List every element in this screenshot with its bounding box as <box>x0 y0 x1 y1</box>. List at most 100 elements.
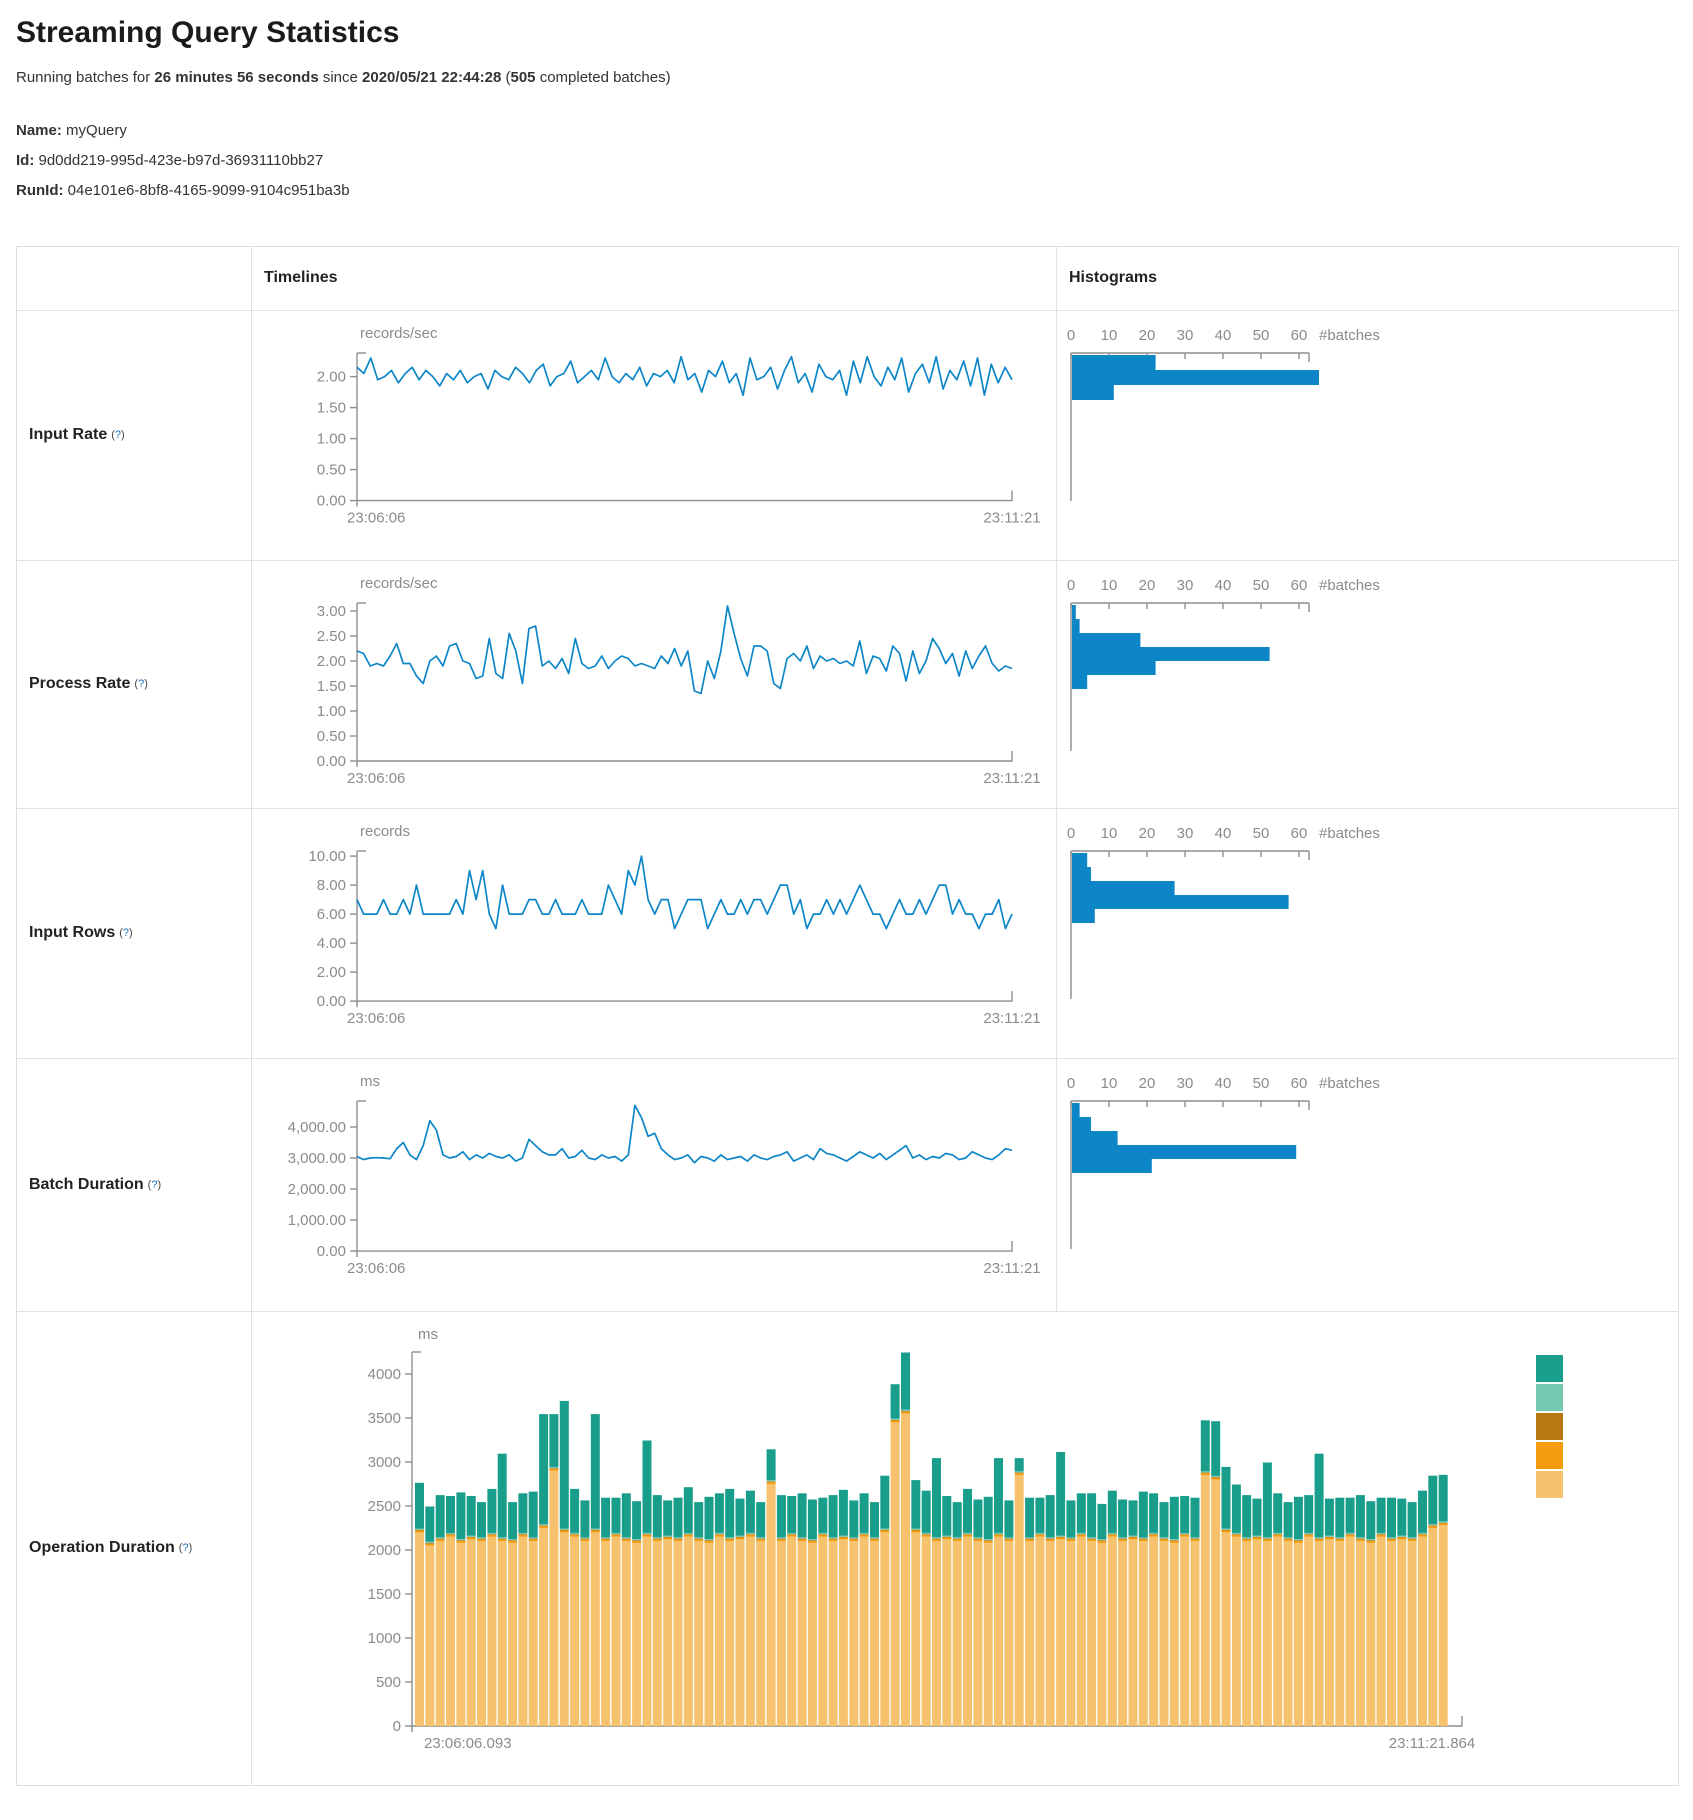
legend-swatch-green <box>1536 1354 1563 1382</box>
svg-text:23:11:21.864: 23:11:21.864 <box>1389 1735 1475 1752</box>
svg-text:23:11:21: 23:11:21 <box>983 1260 1040 1277</box>
row-label-input-rows: Input Rows (?) <box>17 807 251 1058</box>
legend-swatch-dark_orange <box>1536 1412 1563 1440</box>
svg-text:0: 0 <box>1067 1075 1075 1092</box>
running-batches-summary: Running batches for 26 minutes 56 second… <box>16 69 1677 86</box>
input-rate-timeline-chart: records/sec 2.00 1.50 1.00 0.50 0.00 23:06:06 2… <box>252 311 1056 548</box>
svg-text:30: 30 <box>1177 577 1194 594</box>
svg-text:0.00: 0.00 <box>317 492 346 509</box>
query-id-line: Id: 9d0dd219-995d-423e-b97d-36931110bb27 <box>16 146 1677 176</box>
svg-text:0.00: 0.00 <box>317 993 346 1010</box>
input-rate-histogram-chart: 0 10 20 30 40 50 60 #batches <box>1057 311 1678 526</box>
svg-text:2500: 2500 <box>368 1498 401 1515</box>
svg-text:4,000.00: 4,000.00 <box>288 1119 346 1136</box>
svg-text:500: 500 <box>376 1674 401 1691</box>
svg-text:50: 50 <box>1253 577 1270 594</box>
input-rows-histogram-chart: 0 10 20 30 40 50 60 #batches <box>1057 809 1678 1024</box>
svg-text:0: 0 <box>1067 825 1075 842</box>
batch-duration-histogram-cell: 0 10 20 30 40 50 60 #batches <box>1056 1057 1678 1311</box>
process-rate-timeline-chart: records/sec 3.00 2.50 2.00 1.50 1.00 0.50 0.00 2… <box>252 561 1056 798</box>
svg-text:1.50: 1.50 <box>317 678 346 695</box>
svg-text:0.00: 0.00 <box>317 1243 346 1260</box>
input-rows-timeline-cell: records 10.00 8.00 6.00 4.00 2.00 0.00 23:06:06… <box>251 807 1056 1058</box>
svg-text:1500: 1500 <box>368 1586 401 1603</box>
svg-text:records/sec: records/sec <box>360 575 438 592</box>
svg-text:60: 60 <box>1291 1075 1308 1092</box>
process-rate-histogram-cell: 0 10 20 30 40 50 60 #batches <box>1056 559 1678 808</box>
svg-text:40: 40 <box>1215 1075 1232 1092</box>
operation-duration-help-icon[interactable]: (?) <box>178 1542 193 1554</box>
svg-text:20: 20 <box>1139 1075 1156 1092</box>
statistics-table: Timelines Histograms Input Rate (?) reco… <box>16 245 1679 1786</box>
svg-text:0: 0 <box>1067 327 1075 344</box>
svg-text:10: 10 <box>1101 1075 1118 1092</box>
summary-paren: ( <box>501 68 511 86</box>
streaming-query-statistics-page: Streaming Query Statistics Running batch… <box>0 16 1693 1786</box>
svg-text:4.00: 4.00 <box>317 935 346 952</box>
input-rate-help-icon[interactable]: (?) <box>111 429 125 441</box>
row-label-operation-duration: Operation Duration (?) <box>17 1310 251 1785</box>
svg-text:20: 20 <box>1139 825 1156 842</box>
svg-text:3000: 3000 <box>368 1454 401 1471</box>
legend-swatch-orange <box>1536 1441 1563 1469</box>
svg-text:#batches: #batches <box>1319 1075 1380 1092</box>
header-timelines: Timelines <box>251 246 1056 310</box>
svg-text:ms: ms <box>360 1073 380 1090</box>
input-rows-histogram-cell: 0 10 20 30 40 50 60 #batches <box>1056 807 1678 1058</box>
svg-text:20: 20 <box>1139 577 1156 594</box>
input-rate-timeline-cell: records/sec 2.00 1.50 1.00 0.50 0.00 23:06:06 2… <box>251 309 1056 560</box>
svg-text:2000: 2000 <box>368 1542 401 1559</box>
query-runid-label: RunId: <box>16 181 64 199</box>
svg-text:0: 0 <box>1067 577 1075 594</box>
svg-text:20: 20 <box>1139 327 1156 344</box>
header-empty-cell <box>17 247 251 310</box>
svg-text:3.00: 3.00 <box>317 603 346 620</box>
row-label-input-rate: Input Rate (?) <box>17 309 251 560</box>
row-label-process-rate: Process Rate (?) <box>17 559 251 808</box>
svg-text:0.50: 0.50 <box>317 461 346 478</box>
svg-text:3,000.00: 3,000.00 <box>288 1150 346 1167</box>
batch-duration-help-icon[interactable]: (?) <box>147 1178 162 1191</box>
svg-text:30: 30 <box>1177 825 1194 842</box>
summary-prefix: Running batches for <box>16 68 155 86</box>
svg-text:2,000.00: 2,000.00 <box>288 1181 346 1198</box>
query-id-value: 9d0dd219-995d-423e-b97d-36931110bb27 <box>38 151 324 169</box>
svg-text:23:06:06: 23:06:06 <box>347 1010 405 1027</box>
svg-text:23:06:06.093: 23:06:06.093 <box>424 1735 512 1752</box>
svg-text:records/sec: records/sec <box>360 325 438 342</box>
query-name-value: myQuery <box>66 121 127 139</box>
svg-text:23:11:21: 23:11:21 <box>983 1010 1040 1027</box>
query-runid-value: 04e101e6-8bf8-4165-9099-9104c951ba3b <box>67 181 350 199</box>
svg-text:10: 10 <box>1101 577 1118 594</box>
svg-text:1.50: 1.50 <box>317 399 346 416</box>
query-name-label: Name: <box>16 121 62 139</box>
query-runid-line: RunId: 04e101e6-8bf8-4165-9099-9104c951b… <box>16 176 1677 206</box>
svg-text:40: 40 <box>1215 825 1232 842</box>
legend-swatch-light_teal <box>1536 1383 1563 1411</box>
svg-text:2.00: 2.00 <box>317 368 346 385</box>
summary-suffix: completed batches) <box>535 68 671 86</box>
header-histograms: Histograms <box>1056 246 1678 310</box>
process-rate-help-icon[interactable]: (?) <box>134 678 148 690</box>
input-rows-help-icon[interactable]: (?) <box>119 927 133 939</box>
svg-text:6.00: 6.00 <box>317 906 346 923</box>
summary-start-time: 2020/05/21 22:44:28 <box>362 68 502 86</box>
svg-text:23:06:06: 23:06:06 <box>347 770 405 787</box>
svg-text:#batches: #batches <box>1319 327 1380 344</box>
svg-text:1,000.00: 1,000.00 <box>288 1212 346 1229</box>
svg-text:records: records <box>360 823 410 840</box>
svg-text:23:11:21: 23:11:21 <box>983 770 1040 787</box>
svg-text:30: 30 <box>1177 1075 1194 1092</box>
svg-text:10.00: 10.00 <box>308 848 346 865</box>
legend-swatch-tan <box>1536 1470 1563 1498</box>
process-rate-timeline-cell: records/sec 3.00 2.50 2.00 1.50 1.00 0.50 0.00 2… <box>251 559 1056 808</box>
svg-text:40: 40 <box>1215 327 1232 344</box>
row-label-batch-duration: Batch Duration (?) <box>17 1057 251 1311</box>
svg-text:23:06:06: 23:06:06 <box>347 509 405 526</box>
query-info-block: Name: myQuery Id: 9d0dd219-995d-423e-b97… <box>16 116 1677 206</box>
svg-text:60: 60 <box>1291 327 1308 344</box>
svg-text:4000: 4000 <box>368 1366 401 1383</box>
summary-middle: since <box>318 68 363 86</box>
svg-text:2.50: 2.50 <box>317 628 346 645</box>
svg-text:0.50: 0.50 <box>317 728 346 745</box>
